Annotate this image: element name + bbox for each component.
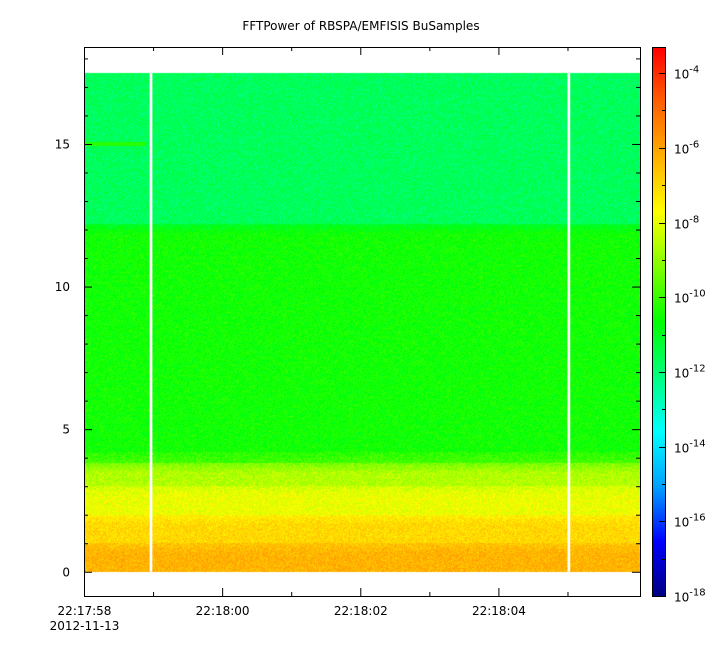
y-axis: 0 5 10 15	[55, 58, 640, 579]
colorbar-tick-label-4: 10-10	[674, 289, 706, 306]
colorbar-tick-label-5: 10-8	[674, 215, 699, 232]
colorbar-tick-label-6: 10-6	[674, 140, 699, 157]
colorbar-tick-label-2: 10-14	[674, 439, 706, 456]
x-tick-label-3: 22:18:04	[472, 604, 526, 618]
y-tick-label-1: 5	[62, 423, 70, 437]
y-tick-label-2: 10	[55, 280, 70, 294]
y-tick-label-3: 15	[55, 137, 70, 151]
data-gap-0	[149, 72, 153, 572]
y-tick-label-0: 0	[62, 565, 70, 579]
spectrogram-image	[84, 47, 640, 596]
colorbar-ticks: 10-18 10-16 10-14 10-12 10-10 10-8 10-6 10-4	[659, 65, 706, 605]
colorbar-scale	[652, 47, 666, 597]
colorbar-tick-label-1: 10-16	[674, 513, 706, 530]
x-tick-label-0: 22:17:58	[58, 604, 112, 618]
chart-title: FFTPower of RBSPA/EMFISIS BuSamples	[242, 19, 479, 33]
plot-frame	[84, 47, 641, 597]
colorbar-tick-label-0: 10-18	[674, 588, 706, 605]
colorbar-tick-label-3: 10-12	[674, 364, 706, 381]
colorbar-tick-label-7: 10-4	[674, 65, 699, 82]
x-tick-sublabel-0: 2012-11-13	[50, 619, 120, 633]
x-tick-label-1: 22:18:00	[196, 604, 250, 618]
x-tick-label-2: 22:18:02	[334, 604, 388, 618]
data-gaps	[149, 72, 571, 572]
colorbar: 10-18 10-16 10-14 10-12 10-10 10-8 10-6 10-4	[652, 47, 706, 605]
data-gap-1	[567, 72, 571, 572]
plot-area	[84, 47, 640, 596]
